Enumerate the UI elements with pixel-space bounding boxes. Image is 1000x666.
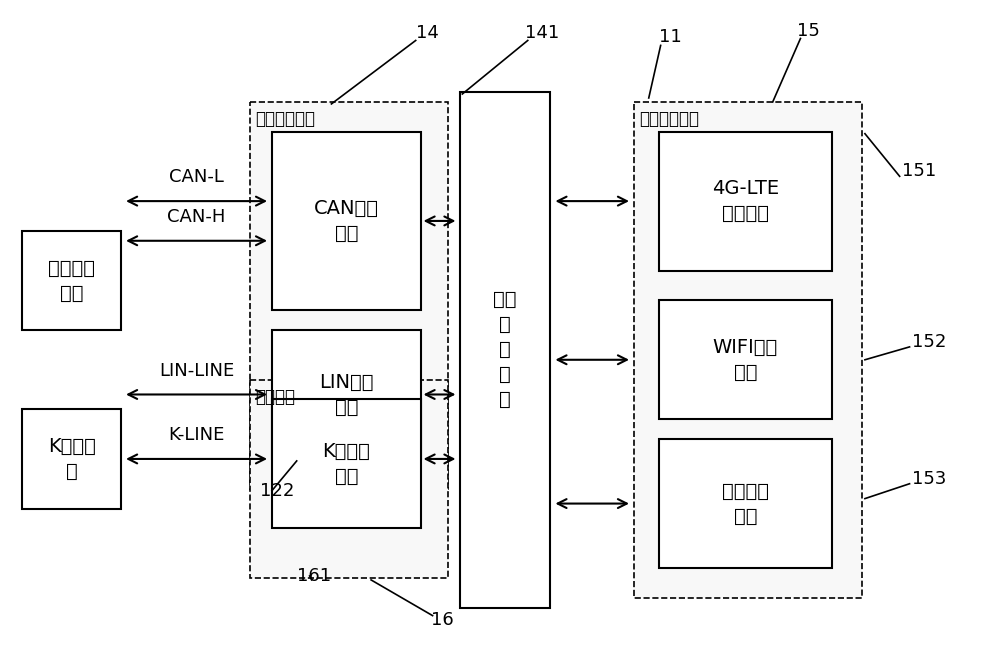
Text: LIN-LINE: LIN-LINE <box>159 362 234 380</box>
Bar <box>272 400 421 528</box>
Text: 14: 14 <box>416 23 439 41</box>
Text: 161: 161 <box>297 567 331 585</box>
Text: 122: 122 <box>260 482 294 500</box>
Text: 152: 152 <box>912 333 946 351</box>
Bar <box>272 132 421 310</box>
Text: 低速智能
模块: 低速智能 模块 <box>48 258 95 302</box>
Text: CAN通讯
单元: CAN通讯 单元 <box>314 199 379 243</box>
Bar <box>659 300 832 420</box>
Text: K-LINE: K-LINE <box>168 426 225 444</box>
Text: WIFI通讯
单元: WIFI通讯 单元 <box>713 338 778 382</box>
Text: 中央
控
制
单
元: 中央 控 制 单 元 <box>493 290 517 410</box>
Text: 第一通讯单元: 第一通讯单元 <box>255 110 315 128</box>
Text: K线诊断
仪: K线诊断 仪 <box>48 437 96 481</box>
Bar <box>22 410 121 509</box>
Text: 16: 16 <box>431 611 453 629</box>
Text: 蓝牙通讯
单元: 蓝牙通讯 单元 <box>722 482 769 525</box>
Text: 诊断单元: 诊断单元 <box>255 388 295 406</box>
Text: CAN-L: CAN-L <box>169 168 224 186</box>
Text: 11: 11 <box>659 29 681 47</box>
Text: 4G-LTE
通讯单元: 4G-LTE 通讯单元 <box>712 179 779 223</box>
Text: 151: 151 <box>902 163 936 180</box>
Text: LIN通讯
单元: LIN通讯 单元 <box>319 372 374 416</box>
Text: K线通讯
单元: K线通讯 单元 <box>322 442 370 486</box>
Text: 第二通讯单元: 第二通讯单元 <box>639 110 699 128</box>
Bar <box>250 102 448 489</box>
Text: 141: 141 <box>525 23 559 41</box>
Bar <box>659 132 832 270</box>
Bar <box>659 439 832 568</box>
Bar <box>634 102 862 598</box>
Bar <box>22 231 121 330</box>
Bar <box>272 330 421 459</box>
Bar <box>460 92 550 607</box>
Text: CAN-H: CAN-H <box>167 208 226 226</box>
Text: 153: 153 <box>912 470 946 488</box>
Text: 15: 15 <box>797 21 820 39</box>
Bar <box>250 380 448 578</box>
